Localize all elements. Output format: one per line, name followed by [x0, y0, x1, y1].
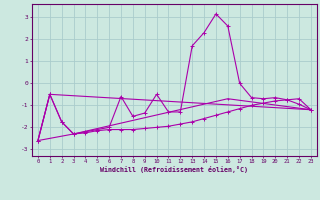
- X-axis label: Windchill (Refroidissement éolien,°C): Windchill (Refroidissement éolien,°C): [100, 166, 248, 173]
